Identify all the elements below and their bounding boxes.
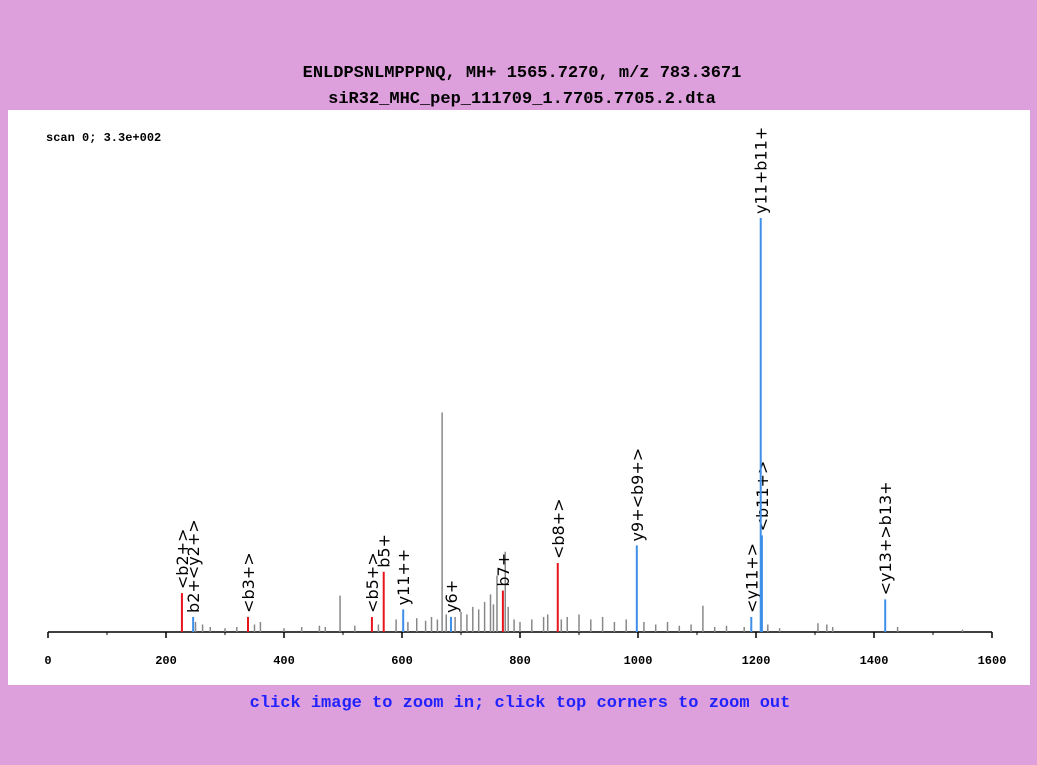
peak-label: b5+ — [375, 534, 394, 568]
peak-label: <b3+> — [239, 552, 258, 613]
x-tick-label: 1600 — [978, 654, 1007, 668]
peak-label: <b11+> — [753, 461, 772, 532]
plot-area[interactable] — [8, 110, 1030, 685]
x-tick-label: 600 — [391, 654, 413, 668]
peak-label: y11+b11+ — [752, 127, 771, 214]
peak-label: y6+ — [442, 580, 461, 613]
x-tick-label: 1200 — [742, 654, 771, 668]
x-tick-label: 200 — [155, 654, 177, 668]
peak-label: <b8+> — [549, 498, 568, 559]
peak-label: y9+<b9+> — [628, 448, 647, 542]
scan-annotation: scan 0; 3.3e+002 — [46, 131, 161, 145]
peak-label: <b2+> — [173, 529, 192, 590]
peak-label: <y11+> — [742, 543, 761, 613]
x-tick-label: 1400 — [860, 654, 889, 668]
peak-label: b2+<y2+> — [184, 519, 203, 613]
x-tick-label: 400 — [273, 654, 295, 668]
peak-label: b7+ — [494, 553, 513, 587]
peak-label: <b5+> — [363, 552, 382, 613]
chart-subtitle: siR32_MHC_pep_111709_1.7705.7705.2.dta — [328, 90, 716, 109]
peak-label: y11++ — [394, 549, 413, 606]
x-tick-label: 1000 — [624, 654, 653, 668]
footer-hint: click image to zoom in; click top corner… — [250, 694, 791, 713]
peak-label: <y13+>b13+ — [876, 481, 895, 595]
chart-title: ENLDPSNLMPPPNQ, MH+ 1565.7270, m/z 783.3… — [303, 64, 742, 83]
x-tick-label: 0 — [44, 654, 51, 668]
x-tick-label: 800 — [509, 654, 531, 668]
